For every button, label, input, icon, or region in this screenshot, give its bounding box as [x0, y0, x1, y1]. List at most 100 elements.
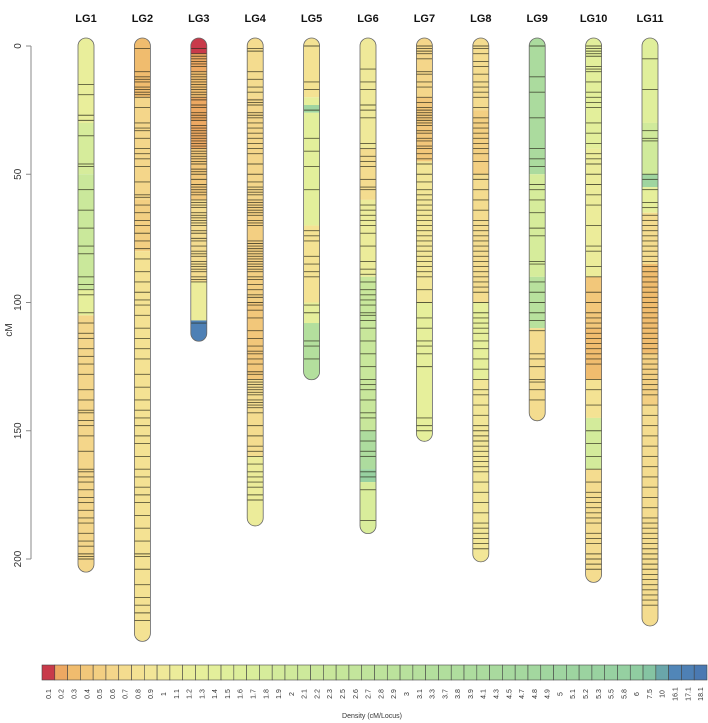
- legend-label: 0.1: [46, 689, 53, 699]
- legend-swatch: [642, 664, 657, 681]
- y-axis: 0 50 100 150 200: [13, 43, 32, 567]
- legend-swatch: [476, 664, 490, 681]
- legend-label: 17.1: [685, 687, 692, 701]
- linkage-group-label: LG4: [244, 13, 266, 25]
- legend-swatch: [374, 664, 388, 681]
- chromosome-outline: [246, 37, 264, 527]
- legend-label: 1.6: [238, 689, 245, 699]
- chromosome-outline: [77, 37, 95, 573]
- legend-label: 1.8: [263, 689, 270, 699]
- legend-label: 0.6: [110, 689, 117, 699]
- chromosome-bar: [416, 38, 433, 442]
- legend-label: 3.7: [442, 689, 449, 699]
- legend-label: 18.1: [698, 687, 705, 701]
- legend-label: 1.9: [276, 689, 283, 699]
- density-band: [78, 315, 94, 573]
- chromosome-bar: [134, 38, 151, 642]
- legend-swatch: [284, 664, 299, 681]
- density-band: [190, 281, 207, 321]
- linkage-group-lg9: LG9: [526, 13, 548, 422]
- y-tick-label: 150: [13, 422, 24, 439]
- legend-swatch: [553, 664, 567, 681]
- legend-swatch: [67, 664, 81, 681]
- legend-swatch: [220, 664, 235, 681]
- density-band: [190, 38, 207, 54]
- linkage-group-label: LG5: [301, 13, 322, 25]
- legend-swatch: [399, 664, 414, 681]
- density-band: [303, 104, 320, 113]
- legend-label: 0.3: [71, 689, 78, 699]
- y-tick-label: 0: [13, 43, 24, 49]
- density-band: [247, 38, 264, 98]
- legend-label: 3.1: [417, 689, 424, 699]
- chromosome-outline: [472, 37, 490, 563]
- chromosome-outline: [190, 37, 208, 342]
- legend-swatch: [361, 664, 375, 681]
- legend-swatch: [617, 664, 631, 681]
- legend-swatch: [514, 664, 529, 681]
- legend-label: 1.4: [212, 689, 219, 699]
- chromosome-bar: [529, 38, 546, 421]
- legend-swatch: [629, 664, 644, 681]
- chromosome-outline: [303, 37, 321, 381]
- legend-swatch: [131, 664, 145, 681]
- legend-swatch: [105, 664, 120, 681]
- legend-swatch: [566, 664, 580, 681]
- linkage-group-lg6: LG6: [357, 13, 379, 535]
- legend-label: 16.1: [673, 687, 680, 701]
- legend-swatch: [144, 664, 158, 681]
- chromosome-outline: [585, 37, 602, 583]
- legend-label: 4.9: [545, 689, 552, 699]
- legend-label: 2.5: [340, 689, 347, 699]
- legend-swatch: [118, 664, 132, 681]
- density-band: [472, 110, 489, 175]
- legend-label: 0.4: [84, 689, 91, 699]
- legend-swatch: [540, 664, 554, 681]
- legend-swatch: [681, 664, 695, 681]
- density-band: [529, 38, 546, 175]
- density-band: [303, 112, 320, 226]
- density-band: [642, 405, 658, 626]
- y-tick-label: 50: [13, 168, 24, 180]
- y-tick-label: 200: [13, 550, 24, 567]
- legend-label: 1.1: [174, 689, 181, 699]
- legend-label: 2.2: [314, 689, 321, 699]
- chromosome-bar: [247, 38, 264, 526]
- density-band: [247, 302, 264, 380]
- density-band: [585, 38, 602, 149]
- density-band: [247, 379, 264, 457]
- legend-swatch: [386, 664, 401, 681]
- density-band: [642, 174, 658, 188]
- linkage-group-lg10: LG10: [580, 13, 607, 583]
- linkage-group-lg2: LG2: [132, 13, 153, 642]
- density-band: [416, 97, 433, 162]
- legend-swatch: [207, 664, 222, 681]
- linkage-group-label: LG9: [526, 13, 547, 25]
- legend-label: 5.2: [583, 689, 590, 699]
- chromosome-bar: [585, 38, 602, 583]
- chromosome-bar: [303, 38, 320, 380]
- y-axis-label: cM: [4, 323, 15, 336]
- legend-swatch: [259, 664, 273, 681]
- density-band: [416, 302, 433, 442]
- legend-swatch: [591, 664, 605, 681]
- legend-label: 2.1: [302, 689, 309, 699]
- legend-swatch: [693, 664, 708, 681]
- density-band: [303, 323, 320, 380]
- legend-swatch: [463, 664, 478, 681]
- chromosome-bar: [472, 38, 489, 562]
- chromosome-outline: [415, 37, 433, 442]
- legend-swatch: [246, 664, 260, 681]
- legend-label: 5.5: [609, 689, 616, 699]
- density-band: [642, 264, 658, 354]
- chromosome-outline: [133, 37, 151, 642]
- density-band: [642, 122, 658, 175]
- legend-title: Density (cM/Locus): [342, 713, 402, 720]
- density-band: [529, 328, 546, 421]
- legend-label: 2.6: [353, 689, 360, 699]
- legend-swatch: [297, 664, 311, 681]
- density-band: [360, 469, 376, 483]
- legend-label: 2.7: [366, 689, 373, 699]
- linkage-group-lg3: LG3: [188, 13, 210, 342]
- legend-label: 1.3: [199, 689, 206, 699]
